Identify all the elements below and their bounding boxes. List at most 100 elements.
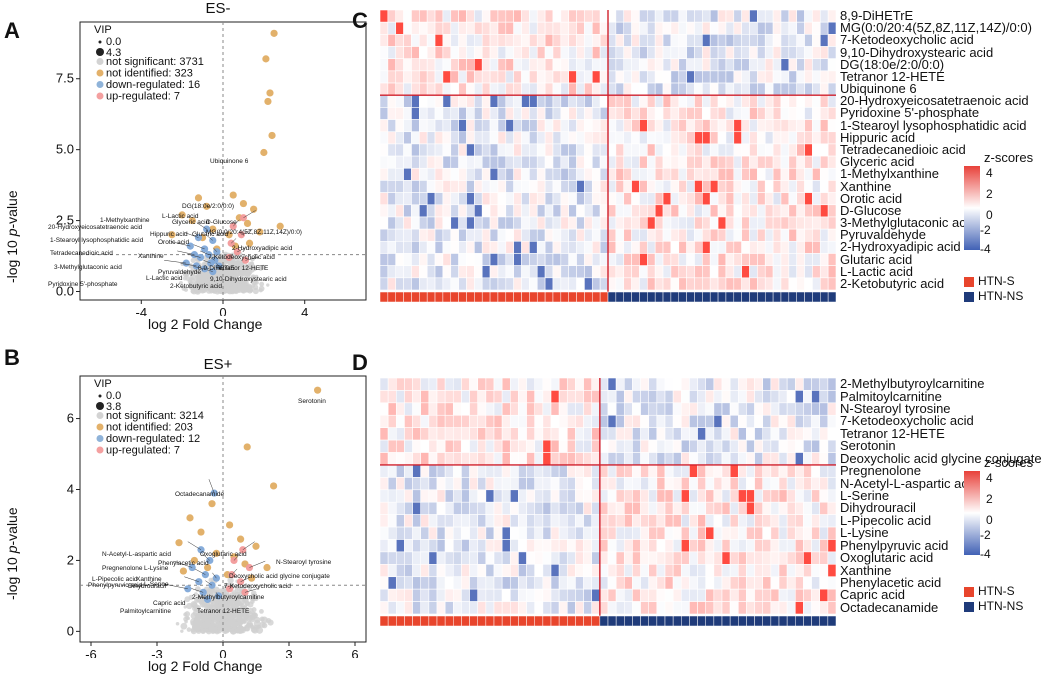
heatmap-cell	[796, 21, 805, 35]
heatmap-cell	[686, 58, 695, 72]
heatmap-cell	[505, 58, 514, 72]
heatmap-cell	[501, 501, 511, 515]
heatmap-cell	[387, 107, 397, 120]
heatmap-cell	[442, 21, 452, 35]
heatmap-cell	[709, 21, 719, 35]
heatmap-cell	[702, 192, 711, 206]
heatmap-cell	[442, 9, 452, 23]
heatmap-cell	[648, 489, 658, 503]
heatmap-cell	[717, 204, 727, 218]
heatmap-cell	[477, 526, 487, 540]
heatmap-cell	[648, 526, 658, 540]
heatmap-cell	[757, 265, 766, 279]
heatmap-d	[379, 377, 837, 627]
not-significant-point	[223, 271, 229, 277]
metabolite-label: 1-Stearoyl lysophosphatidic acid	[50, 237, 144, 244]
not-significant-point	[236, 586, 241, 590]
heatmap-cell	[534, 489, 544, 503]
heatmap-cell	[746, 526, 755, 540]
heatmap-cell	[827, 58, 837, 72]
not-significant-point	[259, 608, 264, 614]
heatmap-d-row-labels: 2-Methylbutyroylcarnitine Palmitoylcarnit…	[838, 376, 1059, 626]
group-cell	[536, 291, 546, 303]
heatmap-cell	[552, 70, 562, 84]
heatmap-cell	[536, 94, 546, 108]
heatmap-cell	[623, 576, 633, 590]
heatmap-cell	[827, 241, 837, 254]
heatmap-cell	[811, 489, 821, 503]
metabolite-label: Pyruvaldehyde	[158, 269, 201, 276]
metabolite-label: L-Pipecolic acid	[92, 576, 138, 583]
heatmap-cell	[721, 601, 731, 615]
heatmap-cell	[481, 107, 491, 120]
heatmap-cell	[558, 377, 568, 391]
heatmap-cell	[709, 253, 719, 266]
heatmap-d-legend: z-scores 4 2 0 -2 -4 HTN-S HTN-NS	[960, 455, 1055, 615]
heatmap-cell	[395, 526, 405, 540]
heatmap-cell	[631, 253, 640, 266]
heatmap-cell	[631, 58, 640, 72]
heatmap-cell	[648, 427, 658, 441]
heatmap-cell	[623, 70, 632, 84]
heatmap-cell	[648, 377, 658, 391]
heatmap-cell	[746, 489, 755, 503]
heatmap-cell	[566, 377, 576, 391]
heatmap-cell	[705, 477, 715, 491]
metabolite-label: Xanthine	[138, 253, 164, 260]
heatmap-cell	[664, 427, 674, 441]
heatmap-cell	[526, 477, 536, 491]
heatmap-cell	[436, 427, 446, 441]
heatmap-cell	[746, 439, 755, 453]
heatmap-cell	[654, 82, 664, 96]
heatmap-cell	[426, 241, 436, 254]
heatmap-cell	[560, 192, 569, 206]
heatmap-cell	[615, 34, 625, 47]
heatmap-cell	[670, 155, 680, 169]
heatmap-cell	[741, 216, 750, 230]
heatmap-cell	[631, 204, 640, 218]
heatmap-cell	[466, 155, 475, 169]
heatmap-cell	[534, 377, 544, 391]
heatmap-cell	[474, 82, 483, 96]
label-connector	[194, 568, 206, 575]
heatmap-cell	[552, 253, 562, 266]
heatmap-cell	[469, 439, 479, 453]
heatmap-cell	[477, 588, 487, 602]
heatmap-cell	[607, 131, 617, 145]
heatmap-cell	[458, 228, 467, 242]
heatmap-cell	[694, 265, 703, 279]
heatmap-cell	[403, 9, 412, 23]
metabolite-label: 7-Ketodeoxycholic acid	[208, 254, 275, 261]
heatmap-cell	[772, 192, 782, 206]
heatmap-cell	[647, 107, 656, 120]
heatmap-cell	[521, 70, 530, 84]
heatmap-cell	[591, 390, 601, 404]
heatmap-cell	[599, 439, 609, 453]
heatmap-cell	[746, 501, 755, 515]
heatmap-cell	[599, 82, 609, 96]
heatmap-cell	[474, 70, 483, 84]
heatmap-cell	[485, 464, 495, 478]
heatmap-cell	[664, 564, 674, 578]
heatmap-cell	[434, 21, 444, 35]
heatmap-cell	[678, 21, 687, 35]
heatmap-cell	[615, 514, 625, 528]
heatmap-cell	[694, 180, 703, 193]
heatmap-cell	[670, 265, 680, 279]
heatmap-cell	[560, 70, 569, 84]
group-cell	[741, 291, 750, 303]
heatmap-cell	[412, 588, 422, 602]
heatmap-cell	[403, 167, 412, 181]
heatmap-cell	[615, 9, 625, 23]
heatmap-cell	[469, 526, 479, 540]
heatmap-cell	[662, 143, 672, 157]
heatmap-cell	[811, 390, 821, 404]
heatmap-cell	[477, 464, 487, 478]
heatmap-cell	[444, 414, 454, 428]
heatmap-cell	[713, 564, 723, 578]
heatmap-cell	[772, 155, 782, 169]
heatmap-cell	[404, 427, 413, 441]
heatmap-cell	[670, 253, 680, 266]
heatmap-cell	[575, 414, 584, 428]
heatmap-cell	[485, 377, 495, 391]
